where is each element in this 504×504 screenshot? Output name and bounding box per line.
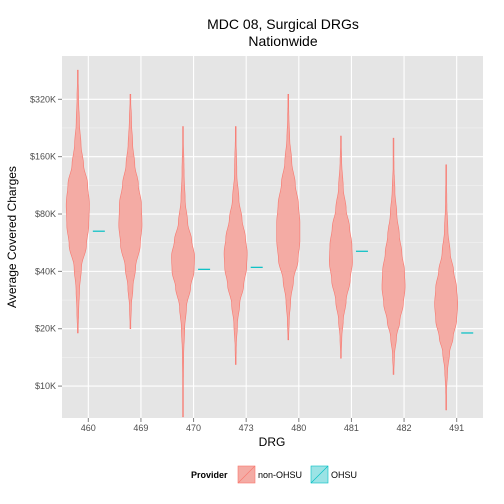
y-tick-label: $20K bbox=[35, 324, 56, 334]
y-tick-label: $80K bbox=[35, 209, 56, 219]
y-tick-label: $320K bbox=[30, 94, 56, 104]
x-tick-label: 482 bbox=[397, 423, 412, 433]
y-tick-label: $40K bbox=[35, 266, 56, 276]
x-tick-label: 480 bbox=[291, 423, 306, 433]
y-tick-label: $160K bbox=[30, 152, 56, 162]
violin-460 bbox=[65, 69, 90, 334]
legend-key-non-ohsu-line bbox=[237, 465, 256, 484]
legend-title: Provider bbox=[191, 470, 228, 480]
x-axis-title: DRG bbox=[259, 435, 286, 449]
y-tick-label: $10K bbox=[35, 381, 56, 391]
violin-480 bbox=[276, 94, 301, 341]
legend-label-non-ohsu: non-OHSU bbox=[258, 470, 302, 480]
legend-key-ohsu-line bbox=[310, 465, 329, 484]
x-axis: 460 469 470 473 480 481 482 491 bbox=[81, 418, 464, 433]
violin-470 bbox=[171, 126, 195, 418]
x-tick-label: 470 bbox=[186, 423, 201, 433]
y-axis: $10K $20K $40K $80K $160K $320K bbox=[30, 94, 62, 391]
violin-layer bbox=[65, 69, 458, 418]
violin-481 bbox=[328, 135, 353, 359]
x-tick-label: 481 bbox=[344, 423, 359, 433]
chart-subtitle: Nationwide bbox=[248, 33, 317, 49]
legend: Provider non-OHSU OHSU bbox=[191, 465, 357, 484]
x-tick-label: 491 bbox=[449, 423, 464, 433]
y-axis-title: Average Covered Charges bbox=[5, 166, 19, 308]
legend-label-ohsu: OHSU bbox=[331, 470, 357, 480]
x-tick-label: 460 bbox=[81, 423, 96, 433]
violin-469 bbox=[118, 94, 143, 329]
violin-491 bbox=[434, 164, 458, 411]
ohsu-layer bbox=[92, 230, 474, 334]
violin-473 bbox=[223, 126, 248, 365]
x-tick-label: 473 bbox=[239, 423, 254, 433]
x-tick-label: 469 bbox=[133, 423, 148, 433]
violin-482 bbox=[381, 137, 406, 375]
chart-title: MDC 08, Surgical DRGs bbox=[207, 16, 359, 32]
